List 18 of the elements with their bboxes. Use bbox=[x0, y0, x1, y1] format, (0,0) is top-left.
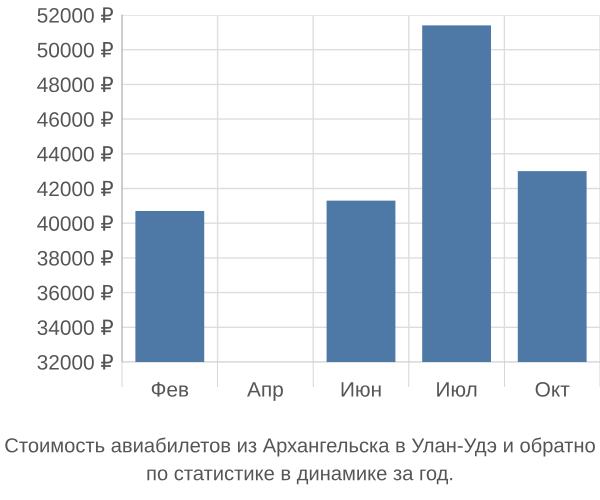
x-tick-label: Фев bbox=[152, 382, 188, 397]
y-tick-label: 48000 ₽ bbox=[37, 76, 113, 92]
y-tick-label: 38000 ₽ bbox=[37, 250, 113, 266]
y-tick-label: 50000 ₽ bbox=[38, 42, 113, 58]
y-tick-label: 44000 ₽ bbox=[37, 146, 113, 162]
y-tick-label: 34000 ₽ bbox=[37, 320, 113, 336]
text: по статистике в динамике за год. bbox=[147, 469, 452, 484]
x-tick-label: Июл bbox=[437, 382, 476, 397]
x-tick-label: Апр bbox=[247, 382, 283, 401]
x-tick-label: Июн bbox=[342, 382, 381, 397]
y-tick-label: 36000 ₽ bbox=[37, 284, 113, 300]
text: Стоимость авиабилетов из Архангельска в Улан-Удэ и обратно bbox=[5, 438, 595, 456]
y-tick-label: 40000 ₽ bbox=[37, 216, 113, 231]
y-tick-label: 52000 ₽ bbox=[38, 7, 113, 23]
x-tick-label: Окт bbox=[536, 382, 570, 397]
y-tick-label: 42000 ₽ bbox=[37, 180, 113, 196]
y-tick-label: 46000 ₽ bbox=[37, 111, 113, 127]
y-tick-label: 32000 ₽ bbox=[37, 354, 113, 370]
